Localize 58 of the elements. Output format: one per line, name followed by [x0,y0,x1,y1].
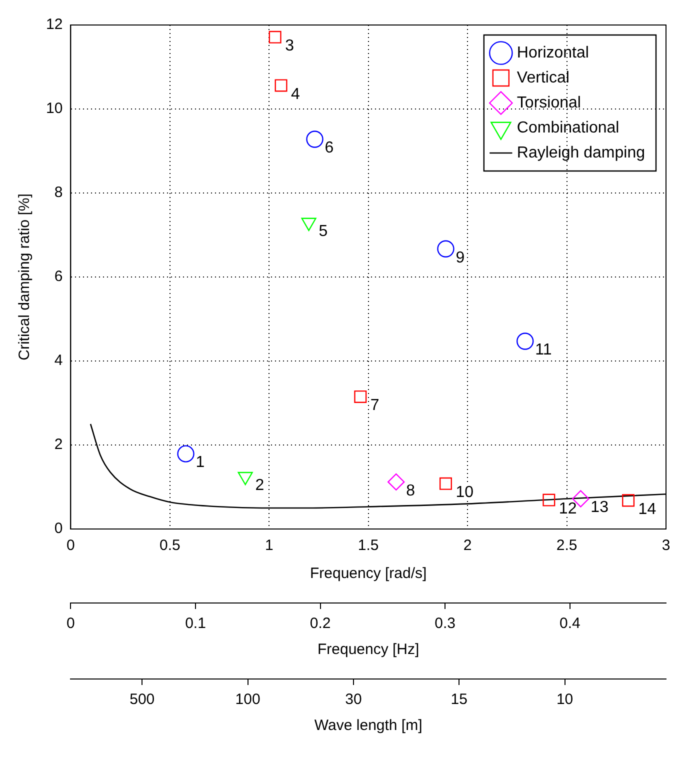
annotation: 6 [324,140,334,157]
point [439,477,452,490]
text: 15 [450,691,468,708]
x2-axis-title: Frequency [Hz] [317,641,420,658]
x-tick-label: 0 [66,537,75,554]
x-axis-title: Frequency [rad/s] [310,565,427,582]
legend-label: Horizontal [516,44,589,62]
point [542,494,556,506]
annotation: 5 [318,222,328,240]
x2-tick-label: 0.2 [310,615,331,632]
legend-label: Combinational [516,119,620,136]
text: Wave length [m] [314,717,422,734]
legend-label: Vertical [516,69,570,86]
x-tick-label: 2.5 [556,537,578,554]
y-tick-label: 2 [54,436,63,454]
y-axis-title: Critical damping ratio [%] [16,194,34,360]
text: 10 [556,691,574,708]
annotation: 8 [406,482,416,500]
point [268,30,282,44]
point [516,332,534,350]
legend-label: Torsional [516,94,581,112]
x-tick-label: 0.5 [159,537,180,554]
point [306,130,324,148]
point [437,240,454,258]
annotation: 2 [255,476,264,494]
annotation: 7 [370,397,380,414]
text: 30 [345,691,362,708]
x-tick-label: 2 [463,537,472,554]
y-tick-label: 8 [54,184,63,202]
x2-tick-label: 0.3 [434,615,456,632]
x-tick-label: 1 [264,537,274,554]
legend-label: Rayleigh damping [516,144,645,162]
point [388,473,405,491]
x2-tick-label: 0.1 [185,615,206,632]
annotation: 3 [285,38,294,55]
annotation: 1 [196,454,205,472]
text: 500 [130,691,155,708]
annotation: 14 [638,500,656,518]
annotation: 9 [456,249,465,266]
point [177,445,194,462]
x2-tick-label: 0.4 [559,615,580,632]
x-tick-label: 1.5 [358,537,379,554]
y-tick-label: 4 [54,352,63,370]
y-tick-label: 6 [54,268,63,286]
x2-tick-label: 0 [66,615,75,632]
annotation: 13 [590,499,609,516]
annotation: 4 [291,86,300,103]
annotation: 10 [456,484,474,502]
y-tick-label: 12 [46,16,63,34]
y-tick-label: 10 [46,100,63,118]
text: 100 [235,691,260,708]
y-tick-label: 0 [54,520,63,538]
annotation: 11 [535,342,552,359]
point [622,494,635,507]
point [354,390,367,403]
point [274,79,288,92]
annotation: 12 [558,500,577,518]
x-tick-label: 3 [662,537,670,554]
